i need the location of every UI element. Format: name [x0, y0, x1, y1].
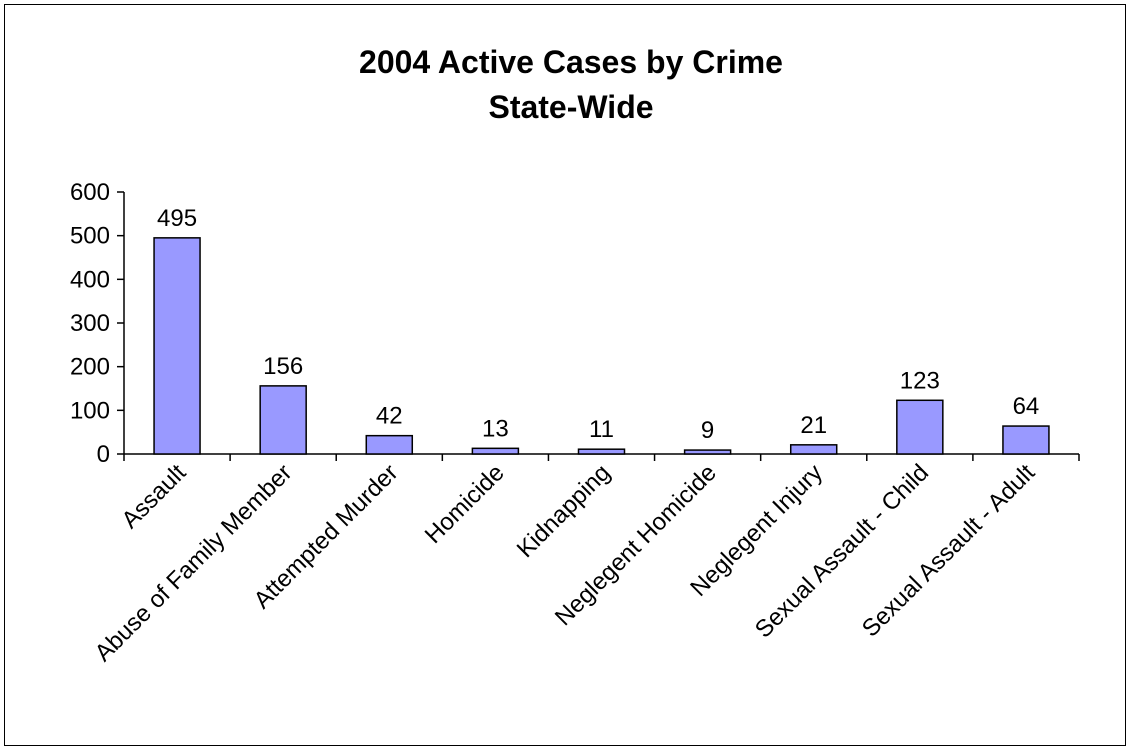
y-tick-label: 200: [70, 354, 110, 381]
data-label: 9: [701, 417, 714, 444]
chart-title-line-1: 2004 Active Cases by Crime: [359, 44, 783, 80]
bar-7: [789, 444, 838, 455]
y-tick-label: 100: [70, 397, 110, 424]
category-label: Kidnapping: [512, 459, 616, 563]
data-label: 21: [800, 412, 827, 439]
category-label: Sexual Assault - Child: [750, 459, 934, 643]
bar-2: [259, 385, 307, 455]
data-label: 13: [482, 415, 509, 442]
data-label: 495: [157, 205, 197, 232]
bar-4: [471, 447, 520, 455]
chart-title-line-2: State-Wide: [488, 89, 653, 125]
y-tick-label: 500: [70, 223, 110, 250]
bar-chart: 2004 Active Cases by Crime State-Wide 0 1…: [70, 44, 1080, 667]
category-label: Assault: [117, 459, 192, 534]
bar-5: [577, 448, 626, 455]
data-label: 123: [900, 367, 940, 394]
bar-9: [1002, 425, 1050, 455]
chart-frame: 2004 Active Cases by Crime State-Wide 0 1…: [4, 4, 1126, 746]
bar-6: [683, 449, 732, 455]
category-label: Homicide: [420, 459, 510, 549]
data-label: 42: [376, 403, 403, 430]
data-label: 11: [589, 416, 614, 443]
y-tick-label: 600: [70, 179, 110, 206]
category-label: Sexual Assault - Adult: [857, 459, 1040, 642]
data-label: 64: [1013, 393, 1040, 420]
category-label: Abuse of Family Member: [90, 459, 298, 667]
bar-1: [153, 237, 201, 455]
plot-area: 0 100 200 300 400 500 600 495 Assault 156 Abuse of…: [70, 179, 1080, 667]
bar-3: [365, 434, 414, 455]
y-tick-label: 400: [70, 266, 110, 293]
y-tick-label: 0: [97, 441, 110, 468]
bar-8: [896, 399, 944, 455]
data-label: 156: [263, 353, 303, 380]
y-tick-label: 300: [70, 310, 110, 337]
